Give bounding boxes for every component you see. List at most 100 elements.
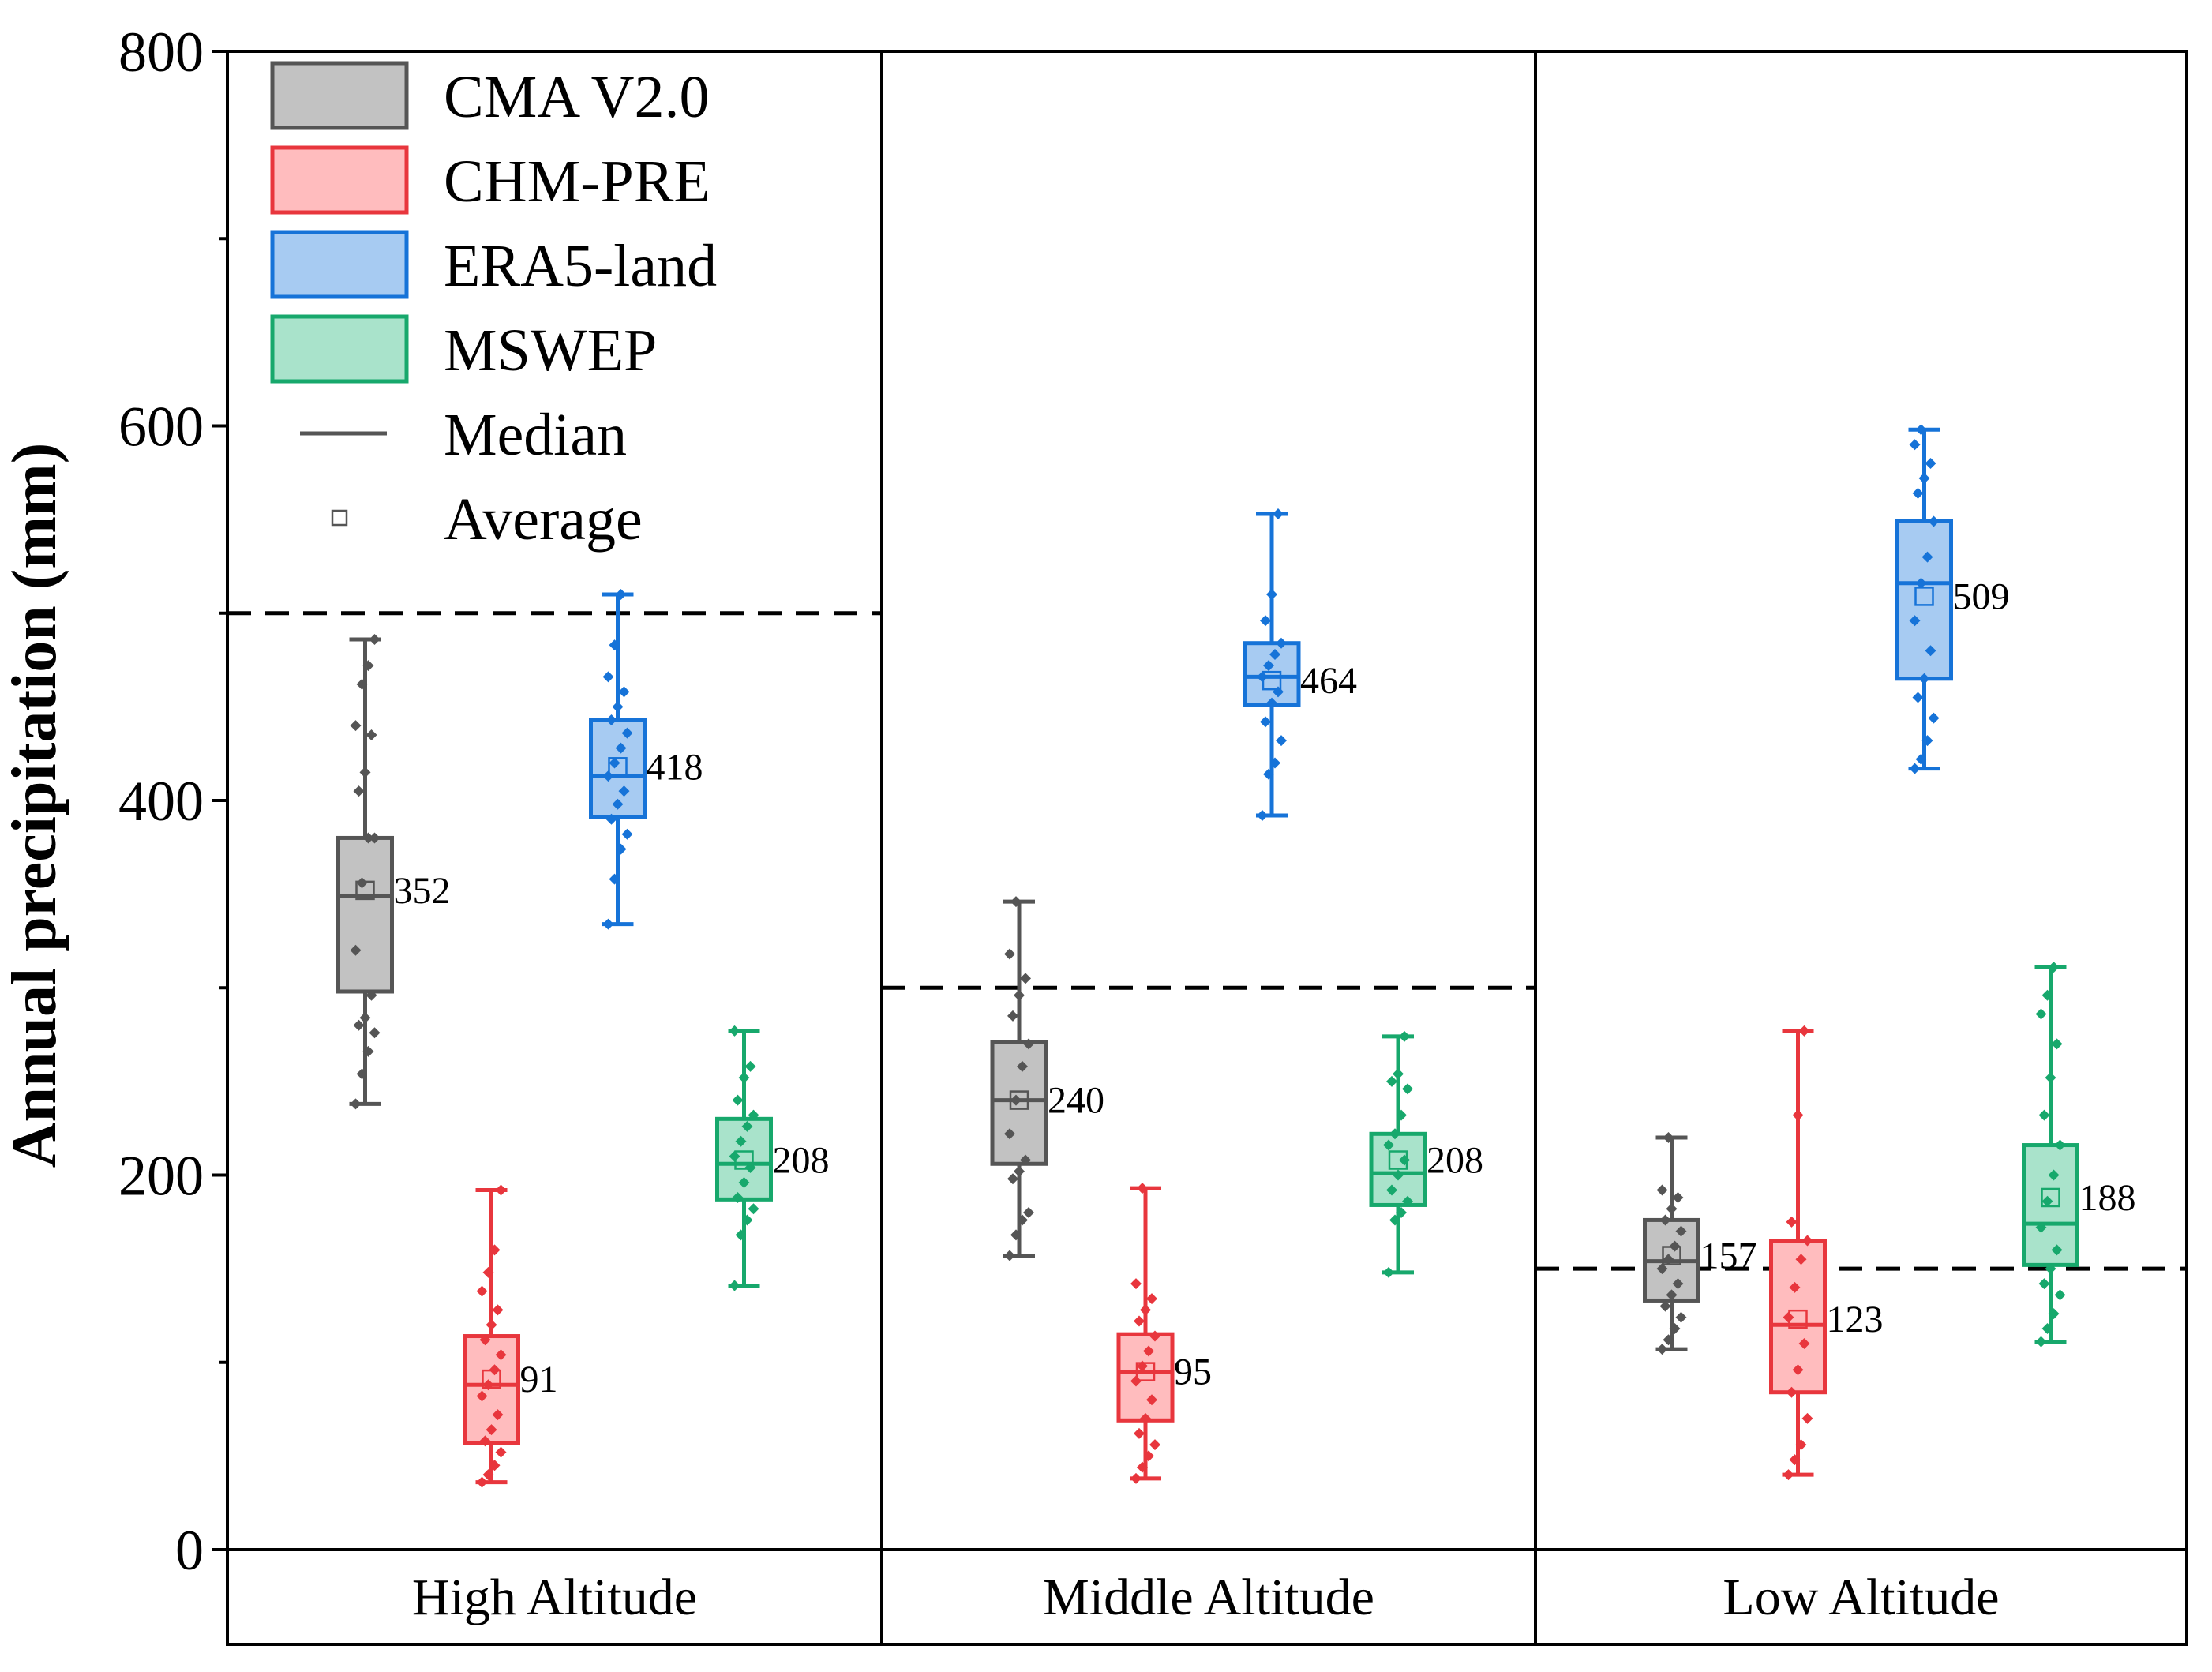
box-iqr (715, 1116, 773, 1202)
data-point (1014, 989, 1025, 1001)
data-point (1792, 1109, 1804, 1121)
mean-value-label: 464 (1300, 660, 1357, 702)
data-point (492, 1304, 504, 1316)
mean-value-label: 509 (1953, 575, 2010, 617)
data-point (1263, 768, 1274, 780)
data-point (1130, 1472, 1142, 1484)
data-point (495, 1184, 507, 1196)
plot-frame (226, 50, 2188, 1646)
data-point (621, 828, 633, 840)
data-point (1273, 508, 1284, 520)
data-point (1663, 1132, 1674, 1144)
data-point (1140, 1412, 1151, 1424)
box-iqr (990, 1040, 1048, 1166)
box-era5-land: 509 (1895, 424, 2010, 774)
legend-median-label: Median (444, 402, 627, 468)
y-axis: 0 200 400 600 800 (118, 21, 227, 1582)
data-point (1925, 645, 1936, 657)
data-point (1801, 1412, 1813, 1424)
legend-label: MSWEP (444, 317, 657, 384)
data-point (1386, 1184, 1397, 1196)
data-point (2041, 1195, 2053, 1207)
data-point (618, 785, 630, 797)
reference-lines (227, 611, 2187, 1271)
data-point (1004, 1250, 1015, 1261)
mean-value-label: 123 (1827, 1299, 1884, 1340)
data-point (350, 720, 362, 732)
data-point (1020, 973, 1031, 984)
mean-marker (1788, 1309, 1808, 1329)
data-point (1786, 1386, 1798, 1398)
box-chm-pre: 123 (1769, 1025, 1884, 1481)
data-point (1921, 551, 1933, 563)
data-point (350, 1098, 362, 1110)
mean-value-label: 208 (1427, 1140, 1483, 1182)
data-point (2041, 989, 2053, 1001)
data-point (353, 785, 365, 797)
mean-marker (608, 757, 628, 777)
data-point (356, 877, 368, 889)
data-point (359, 1012, 371, 1024)
data-point (621, 727, 633, 739)
mean-value-label: 91 (520, 1359, 558, 1400)
box-iqr (1116, 1332, 1175, 1423)
data-point (1789, 1281, 1801, 1293)
legend-swatch (270, 314, 409, 384)
data-point (1386, 1075, 1397, 1087)
data-point (1918, 472, 1930, 484)
data-point (2035, 1336, 2047, 1348)
data-point (362, 1045, 374, 1057)
box-iqr (1895, 519, 1953, 681)
data-point (1672, 1191, 1684, 1203)
data-point (479, 1334, 491, 1346)
mean-value-label: 95 (1174, 1351, 1212, 1393)
box-era5-land: 418 (589, 589, 703, 930)
data-point (744, 1060, 756, 1072)
data-point (1915, 424, 1927, 436)
legend-label: CHM-PRE (444, 148, 710, 215)
data-point (732, 1094, 744, 1106)
data-point (1143, 1450, 1154, 1462)
data-point (1801, 1235, 1813, 1247)
mean-marker (1009, 1090, 1029, 1110)
data-point (1023, 1206, 1034, 1218)
data-point (1656, 1184, 1668, 1196)
data-point (748, 1203, 759, 1215)
data-point (1912, 487, 1924, 499)
data-point (612, 701, 624, 713)
data-point (1663, 1334, 1674, 1346)
data-point (738, 1072, 750, 1084)
mean-marker (1914, 587, 1934, 606)
data-point (1675, 1225, 1687, 1237)
data-point (1666, 1289, 1678, 1301)
data-point (1383, 1139, 1394, 1151)
data-point (1276, 637, 1287, 649)
data-point (1146, 1394, 1157, 1406)
mean-marker (482, 1369, 501, 1389)
data-point (1783, 1469, 1794, 1481)
data-point (1666, 1203, 1678, 1215)
mean-value-label: 208 (773, 1140, 830, 1182)
data-point (1266, 589, 1277, 601)
mean-value-label: 240 (1048, 1080, 1104, 1122)
data-point (1260, 716, 1271, 728)
group-label: High Altitude (412, 1569, 697, 1626)
data-point (1925, 457, 1936, 469)
data-point (1269, 648, 1280, 660)
data-point (356, 1068, 368, 1080)
data-point (1659, 1300, 1671, 1312)
legend-swatch (270, 61, 409, 130)
mean-marker (1135, 1362, 1156, 1381)
data-point (735, 1229, 747, 1241)
mean-marker (1388, 1150, 1408, 1170)
data-point (729, 1025, 740, 1037)
data-point (1909, 615, 1921, 627)
data-point (476, 1390, 488, 1402)
data-point (1010, 896, 1022, 908)
data-point (1134, 1427, 1145, 1439)
data-point (615, 742, 627, 754)
data-point (1020, 1154, 1031, 1166)
data-point (2045, 1072, 2056, 1084)
data-point (2054, 1289, 2066, 1301)
